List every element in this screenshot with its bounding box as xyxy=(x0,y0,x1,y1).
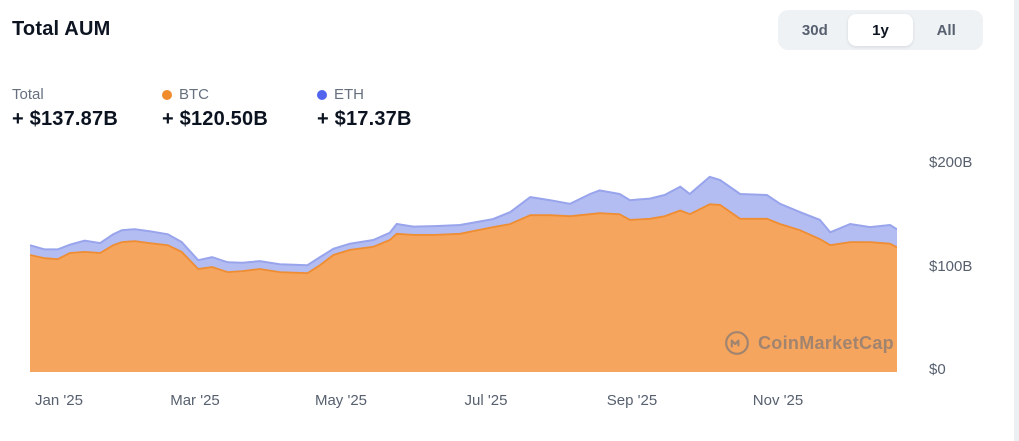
range-button-30d[interactable]: 30d xyxy=(782,14,848,46)
y-axis-tick-200b: $200B xyxy=(929,154,973,171)
legend-btc-label: BTC xyxy=(179,86,209,103)
page-edge-strip xyxy=(1014,0,1019,441)
legend-eth: ETH + $17.37B xyxy=(317,86,412,131)
legend-btc: BTC + $120.50B xyxy=(162,86,268,131)
legend-btc-value: + $120.50B xyxy=(162,108,268,130)
legend-eth-value: + $17.37B xyxy=(317,108,412,130)
range-button-1y[interactable]: 1y xyxy=(847,14,914,46)
legend-total: Total + $137.87B xyxy=(12,86,118,131)
legend-total-label: Total xyxy=(12,86,44,103)
eth-dot-icon xyxy=(317,89,327,100)
range-button-all[interactable]: All xyxy=(913,14,979,46)
y-axis-tick-100b: $100B xyxy=(929,258,973,275)
legend-total-value: + $137.87B xyxy=(12,108,118,130)
y-axis-tick-0: $0 xyxy=(929,361,946,378)
x-axis-tick-mar: Mar '25 xyxy=(170,392,220,409)
stacked-area-chart[interactable] xyxy=(30,150,897,372)
legend-eth-label: ETH xyxy=(334,86,364,103)
page-title: Total AUM xyxy=(12,18,111,40)
x-axis-tick-nov: Nov '25 xyxy=(752,392,804,409)
x-axis-tick-jan: Jan '25 xyxy=(35,392,83,409)
chart-canvas[interactable] xyxy=(30,150,897,372)
btc-dot-icon xyxy=(162,89,172,100)
x-axis-tick-jul: Jul '25 xyxy=(464,392,508,409)
x-axis-tick-may: May '25 xyxy=(314,392,368,409)
x-axis-tick-sep: Sep '25 xyxy=(606,392,658,409)
time-range-switcher: 30d 1y All xyxy=(778,10,983,50)
